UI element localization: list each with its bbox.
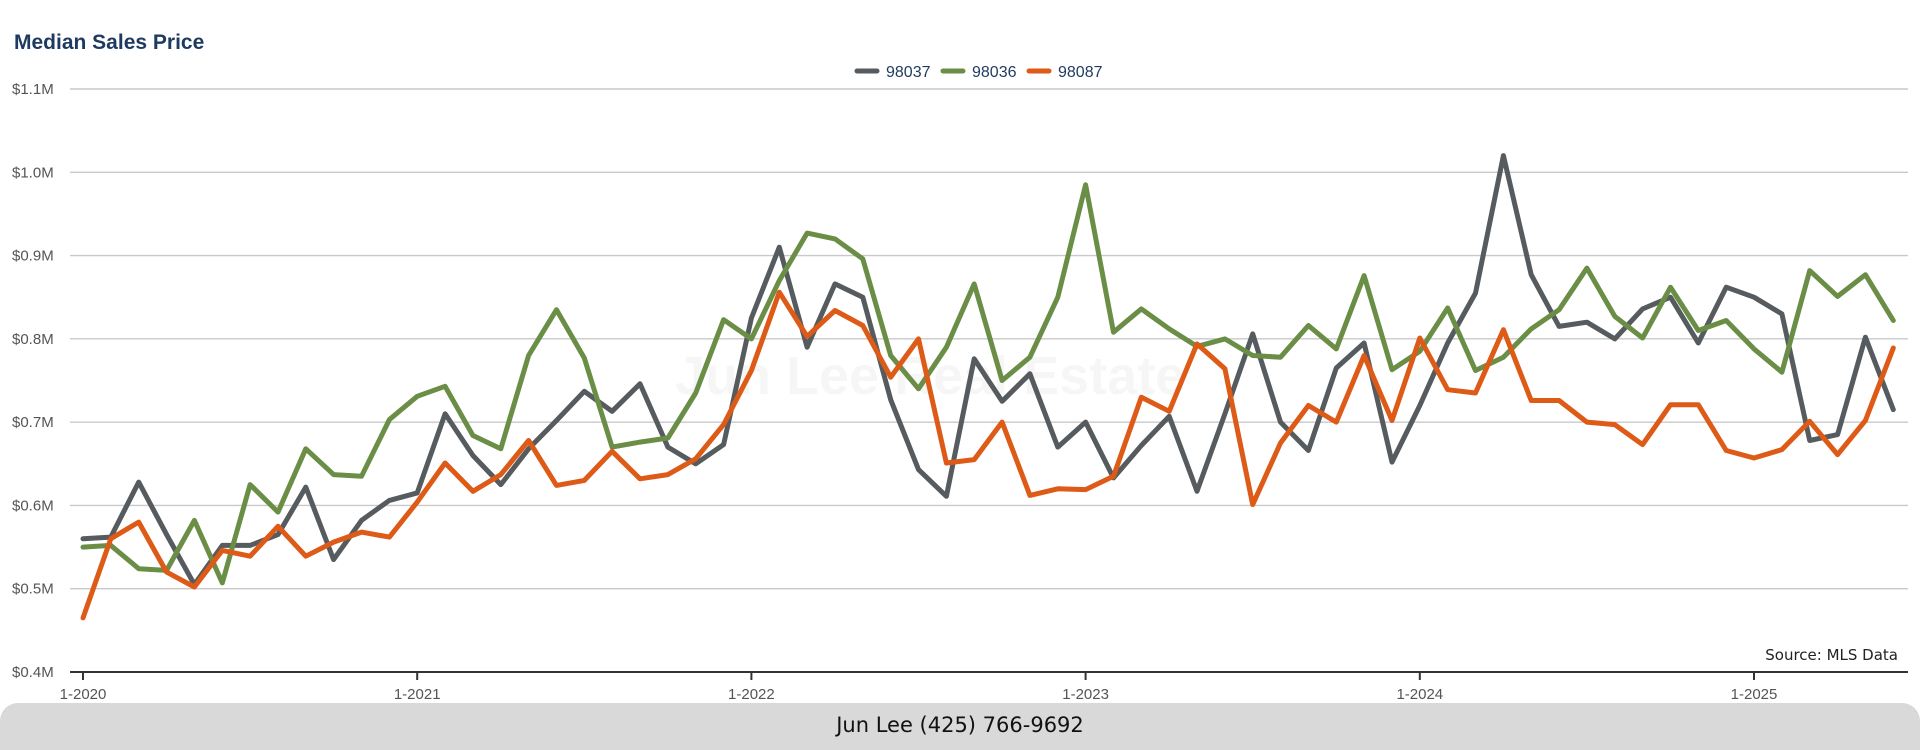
y-tick-label: $0.9M: [12, 248, 54, 265]
source-note: Source: MLS Data: [1765, 646, 1898, 664]
legend-label-98087: 98087: [1058, 64, 1103, 81]
x-tick-label: 1-2021: [394, 686, 441, 700]
y-tick-label: $1.1M: [12, 81, 54, 98]
series-line-98037: [80, 153, 1896, 587]
y-tick-label: $1.0M: [12, 164, 54, 181]
y-tick-label: $0.4M: [12, 664, 54, 681]
x-tick-label: 1-2024: [1396, 686, 1443, 700]
x-tick-label: 1-2025: [1731, 686, 1778, 700]
footer-bar: Jun Lee (425) 766-9692: [0, 703, 1920, 750]
y-tick-label: $0.5M: [12, 581, 54, 598]
legend-label-98036: 98036: [972, 64, 1017, 81]
x-tick-label: 1-2020: [60, 686, 107, 700]
footer-contact: Jun Lee (425) 766-9692: [836, 713, 1084, 737]
y-tick-label: $0.7M: [12, 414, 54, 431]
line-chart: $0.4M $0.5M $0.6M $0.7M $0.8M $0.9M $1.0M $1.1M…: [12, 64, 1908, 700]
x-tick-label: 1-2023: [1062, 686, 1109, 700]
series-line-98087: [80, 289, 1896, 621]
chart-title: Median Sales Price: [14, 31, 205, 54]
series-line-98036: [80, 182, 1896, 586]
y-tick-label: $0.6M: [12, 497, 54, 514]
y-tick-label: $0.8M: [12, 331, 54, 348]
legend-label-98037: 98037: [886, 64, 931, 81]
x-tick-label: 1-2022: [728, 686, 775, 700]
